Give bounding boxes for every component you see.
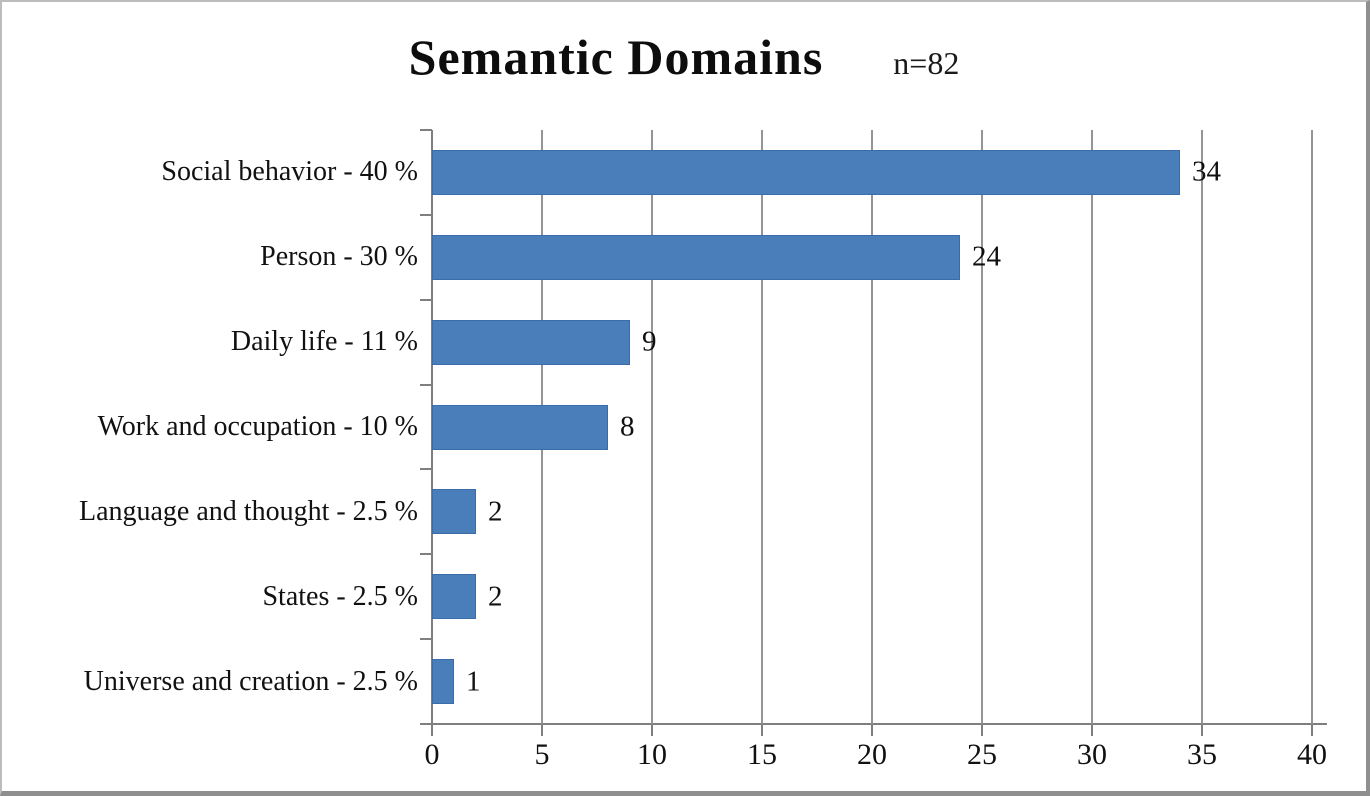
x-tick-label: 20 <box>857 738 887 771</box>
category-label: Person - 30 % <box>260 241 418 273</box>
x-tick-label: 15 <box>747 738 777 771</box>
value-label: 9 <box>642 325 657 358</box>
plot-area: 34 24 9 8 2 2 1 <box>420 129 1327 736</box>
value-label: 8 <box>620 410 635 443</box>
x-tick-label: 35 <box>1187 738 1217 771</box>
y-axis-tick <box>420 553 432 556</box>
bar <box>432 659 454 705</box>
category-axis-labels: Social behavior - 40 % Person - 30 % Daily… <box>2 130 418 724</box>
value-label: 2 <box>488 495 503 528</box>
category-label: Language and thought - 2.5 % <box>78 495 418 527</box>
x-tick-label: 10 <box>637 738 667 771</box>
bar <box>432 489 476 535</box>
y-axis-tick <box>420 129 432 131</box>
x-axis-line <box>420 723 1327 725</box>
gridline <box>761 130 763 724</box>
category-label: Work and occupation - 10 % <box>97 411 418 442</box>
gridline <box>981 130 983 724</box>
gridline <box>1311 130 1313 724</box>
value-label: 1 <box>466 665 481 698</box>
gridline <box>1201 130 1203 724</box>
value-label: 24 <box>972 240 1001 273</box>
x-axis-tick <box>651 724 653 736</box>
x-axis-tick <box>761 724 763 736</box>
bar <box>432 404 608 450</box>
bar <box>432 574 476 620</box>
x-axis-tick <box>431 724 433 736</box>
x-axis-tick <box>541 724 543 736</box>
sample-size-label: n=82 <box>893 45 960 81</box>
title-row: Semantic Domains n=82 <box>2 28 1366 86</box>
y-axis-tick <box>420 298 432 301</box>
gridline <box>1091 130 1093 724</box>
category-label: Universe and creation - 2.5 % <box>83 665 418 697</box>
category-label: Daily life - 11 % <box>230 326 418 358</box>
gridline <box>651 130 653 724</box>
y-axis-tick <box>420 468 432 471</box>
value-label: 2 <box>488 580 503 613</box>
category-label: Social behavior - 40 % <box>161 156 418 188</box>
y-axis-tick <box>420 213 432 216</box>
x-axis-tick <box>1311 724 1313 736</box>
x-tick-label: 40 <box>1297 738 1327 771</box>
category-label: States - 2.5 % <box>262 580 418 612</box>
x-tick-label: 30 <box>1077 738 1107 771</box>
bar <box>432 149 1180 195</box>
x-axis-tick <box>1091 724 1093 736</box>
bar <box>432 319 630 365</box>
value-label: 34 <box>1192 155 1221 188</box>
x-tick-label: 0 <box>424 738 440 771</box>
y-axis-tick <box>420 723 432 725</box>
x-axis-tick <box>981 724 983 736</box>
x-tick-label: 25 <box>967 738 997 771</box>
y-axis-tick <box>420 383 432 386</box>
gridline <box>871 130 873 724</box>
x-axis-tick <box>871 724 873 736</box>
bar <box>432 234 960 280</box>
chart-title: Semantic Domains <box>408 29 824 85</box>
x-tick-label: 5 <box>534 738 550 771</box>
x-axis-tick <box>1201 724 1203 736</box>
y-axis-tick <box>420 638 432 641</box>
